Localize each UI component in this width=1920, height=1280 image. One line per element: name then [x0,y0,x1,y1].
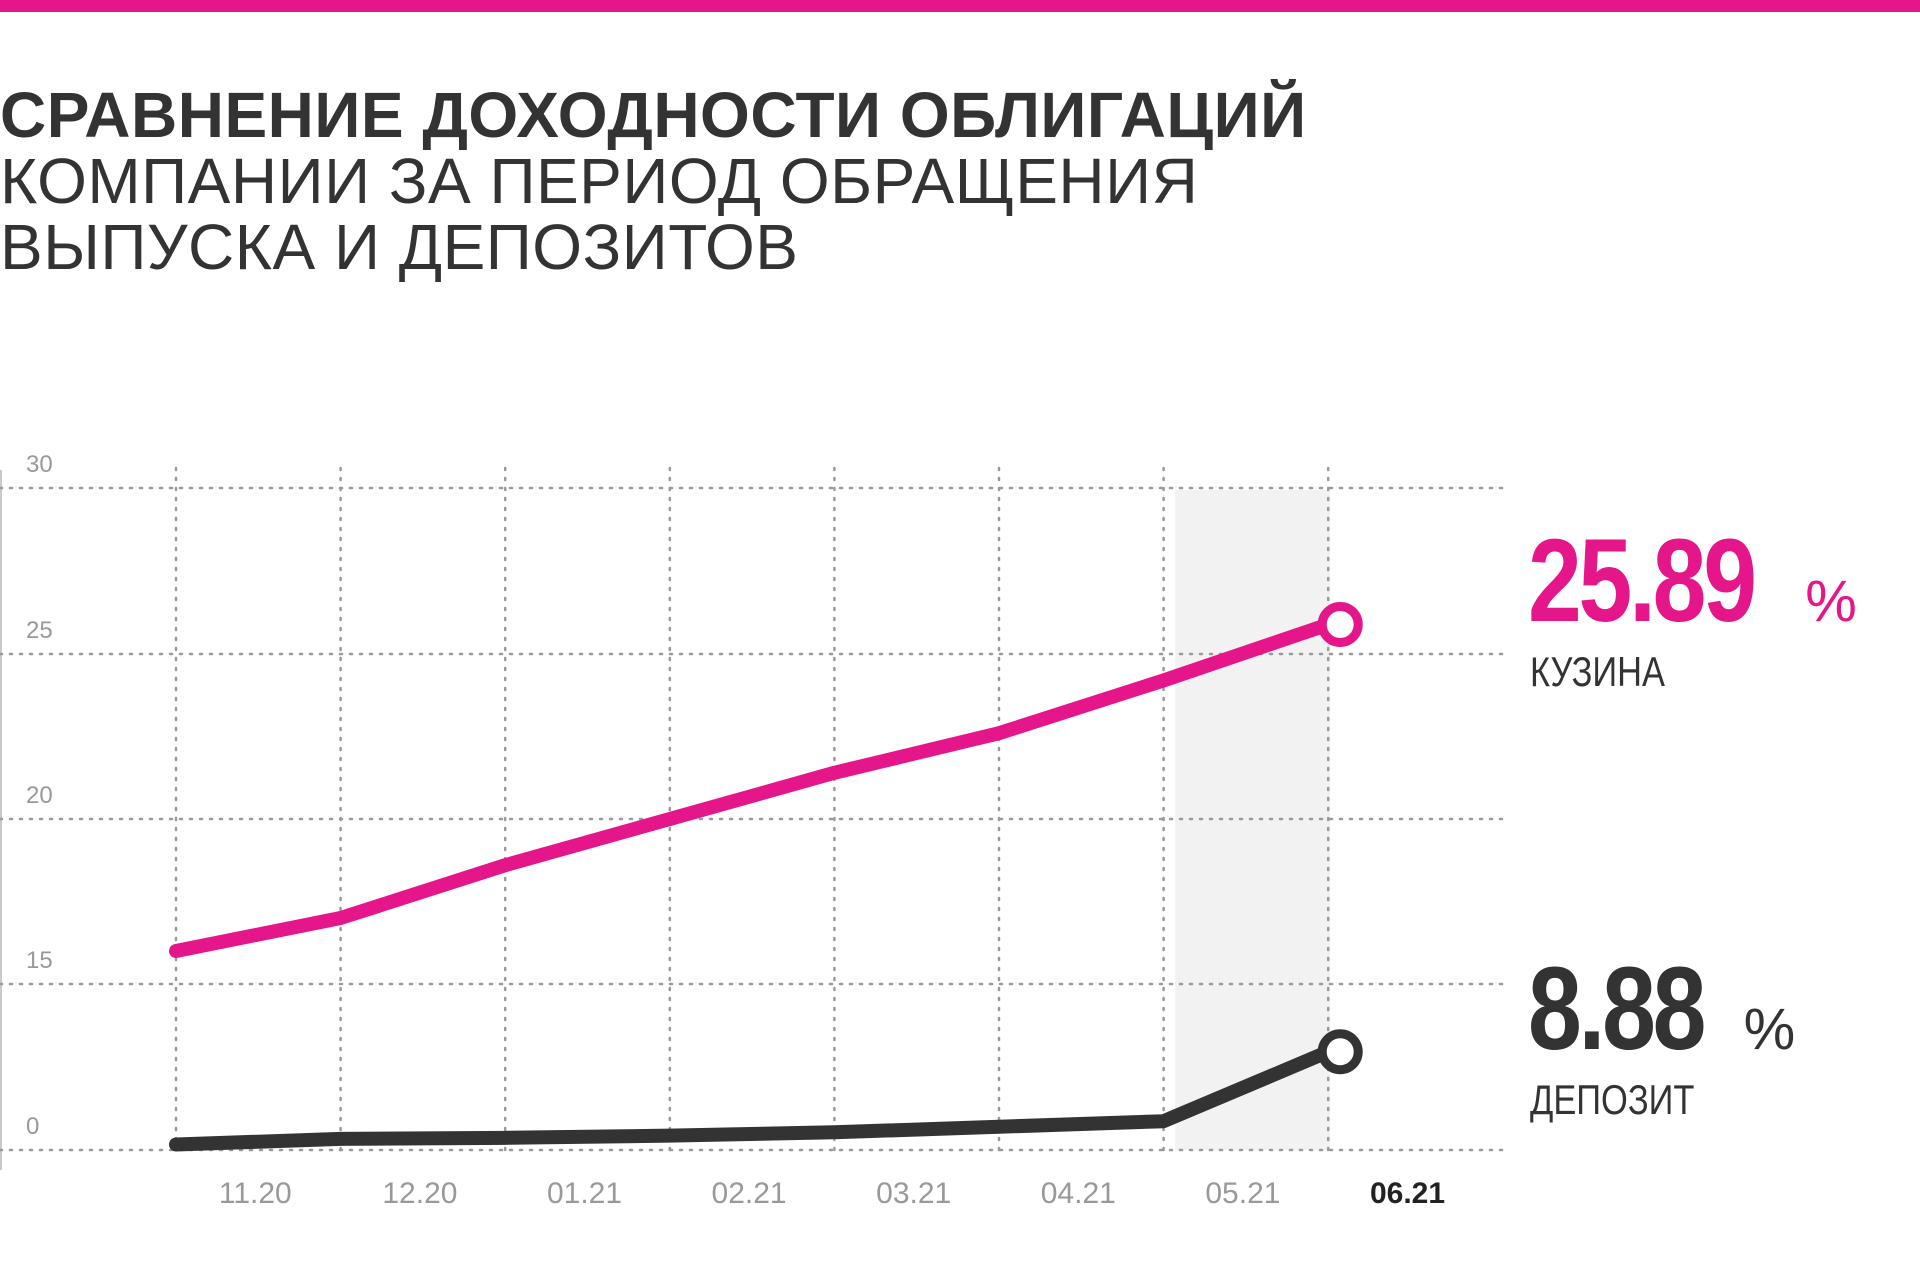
title-line-2: КОМПАНИИ ЗА ПЕРИОД ОБРАЩЕНИЯ [0,145,1199,217]
kuzina-final-value: 25.89% [1528,522,1857,640]
deposit-final-value: 8.88% [1528,950,1795,1068]
x-tick-label: 05.21 [1205,1177,1280,1210]
kuzina-series-label: КУЗИНА [1530,648,1665,695]
y-tick-label: 30 [26,451,53,478]
deposit-value-number: 8.88 [1528,943,1706,1075]
x-tick-label: 12.20 [382,1177,457,1210]
x-tick-label: 01.21 [547,1177,622,1210]
x-tick-label: 02.21 [712,1177,787,1210]
series-endpoint-deposit [1317,1029,1363,1075]
series-endpoint-kuzina [1317,601,1363,647]
deposit-series-label: ДЕПОЗИТ [1530,1076,1695,1123]
x-tick-label: 06.21 [1370,1177,1445,1210]
y-tick-label: 20 [26,782,53,809]
chart-title: СРАВНЕНИЕ ДОХОДНОСТИ ОБЛИГАЦИЙ КОМПАНИИ … [0,82,1307,280]
title-line-3: ВЫПУСКА И ДЕПОЗИТОВ [0,211,799,283]
x-tick-label: 04.21 [1041,1177,1116,1210]
x-tick-label: 03.21 [876,1177,951,1210]
deposit-value-unit: % [1743,997,1796,1062]
kuzina-value-number: 25.89 [1528,515,1757,647]
y-tick-label: 0 [26,1113,39,1140]
title-line-1: СРАВНЕНИЕ ДОХОДНОСТИ ОБЛИГАЦИЙ [0,79,1307,151]
y-tick-label: 25 [26,617,53,644]
x-tick-label: 11.20 [219,1177,292,1210]
kuzina-value-unit: % [1805,569,1857,634]
series-line-kuzina [169,617,1336,958]
top-accent-bar [0,0,1920,12]
series-line-deposit [169,1044,1336,1152]
y-tick-label: 15 [26,947,53,974]
